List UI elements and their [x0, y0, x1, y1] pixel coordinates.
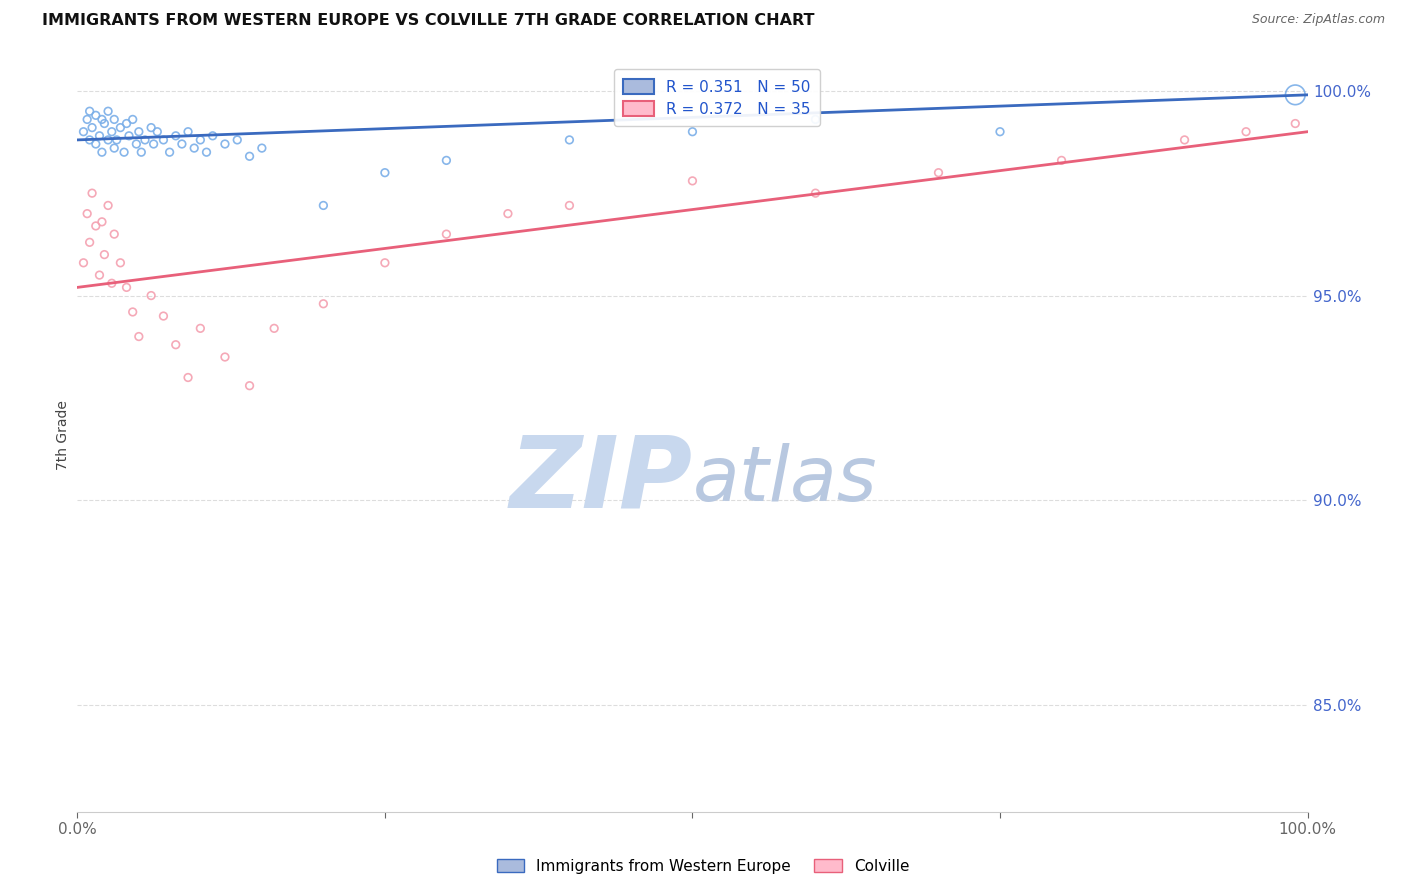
Point	[72, 125, 94, 139]
Text: ZIP: ZIP	[509, 432, 693, 529]
Point	[103, 227, 125, 241]
Point	[89, 268, 111, 282]
Legend: R = 0.351   N = 50, R = 0.372   N = 35: R = 0.351 N = 50, R = 0.372 N = 35	[614, 70, 820, 126]
Point	[558, 198, 581, 212]
Point	[103, 141, 125, 155]
Point	[214, 350, 236, 364]
Point	[804, 112, 827, 127]
Point	[141, 120, 163, 135]
Point	[312, 297, 335, 311]
Point	[1050, 153, 1073, 168]
Point	[101, 277, 124, 291]
Point	[190, 133, 212, 147]
Point	[165, 128, 187, 143]
Y-axis label: 7th Grade: 7th Grade	[56, 400, 70, 470]
Point	[1284, 87, 1306, 102]
Point	[177, 125, 200, 139]
Point	[226, 133, 249, 147]
Point	[101, 125, 124, 139]
Point	[1284, 116, 1306, 130]
Point	[121, 305, 143, 319]
Point	[90, 145, 114, 160]
Text: Source: ZipAtlas.com: Source: ZipAtlas.com	[1251, 13, 1385, 27]
Point	[84, 108, 107, 122]
Point	[103, 112, 125, 127]
Point	[79, 104, 101, 119]
Point	[97, 198, 120, 212]
Point	[682, 125, 704, 139]
Point	[263, 321, 285, 335]
Point	[84, 136, 107, 151]
Point	[159, 145, 181, 160]
Point	[82, 186, 104, 201]
Point	[105, 133, 128, 147]
Point	[239, 149, 262, 163]
Point	[374, 256, 396, 270]
Point	[79, 235, 101, 250]
Point	[72, 256, 94, 270]
Point	[93, 116, 115, 130]
Point	[89, 128, 111, 143]
Point	[988, 125, 1011, 139]
Point	[141, 288, 163, 302]
Point	[1234, 125, 1257, 139]
Point	[90, 215, 114, 229]
Point	[239, 378, 262, 392]
Point	[125, 136, 148, 151]
Text: IMMIGRANTS FROM WESTERN EUROPE VS COLVILLE 7TH GRADE CORRELATION CHART: IMMIGRANTS FROM WESTERN EUROPE VS COLVIL…	[42, 13, 814, 29]
Point	[436, 227, 458, 241]
Point	[250, 141, 273, 155]
Point	[93, 247, 115, 261]
Point	[90, 112, 114, 127]
Point	[496, 207, 519, 221]
Point	[183, 141, 205, 155]
Point	[134, 133, 156, 147]
Point	[170, 136, 193, 151]
Point	[115, 280, 138, 294]
Point	[804, 186, 827, 201]
Point	[121, 112, 143, 127]
Point	[374, 166, 396, 180]
Point	[131, 145, 153, 160]
Point	[112, 145, 135, 160]
Legend: Immigrants from Western Europe, Colville: Immigrants from Western Europe, Colville	[491, 853, 915, 880]
Point	[436, 153, 458, 168]
Point	[118, 128, 141, 143]
Point	[115, 116, 138, 130]
Point	[82, 120, 104, 135]
Point	[558, 133, 581, 147]
Point	[1174, 133, 1197, 147]
Point	[146, 125, 169, 139]
Point	[177, 370, 200, 384]
Point	[110, 120, 132, 135]
Point	[312, 198, 335, 212]
Point	[84, 219, 107, 233]
Point	[152, 133, 174, 147]
Point	[76, 112, 98, 127]
Point	[928, 166, 950, 180]
Point	[201, 128, 224, 143]
Point	[79, 133, 101, 147]
Text: atlas: atlas	[693, 443, 877, 517]
Point	[214, 136, 236, 151]
Point	[128, 125, 150, 139]
Point	[682, 174, 704, 188]
Point	[152, 309, 174, 323]
Point	[128, 329, 150, 343]
Point	[97, 133, 120, 147]
Point	[195, 145, 218, 160]
Point	[97, 104, 120, 119]
Point	[76, 207, 98, 221]
Point	[165, 337, 187, 351]
Point	[142, 136, 165, 151]
Point	[190, 321, 212, 335]
Point	[110, 256, 132, 270]
